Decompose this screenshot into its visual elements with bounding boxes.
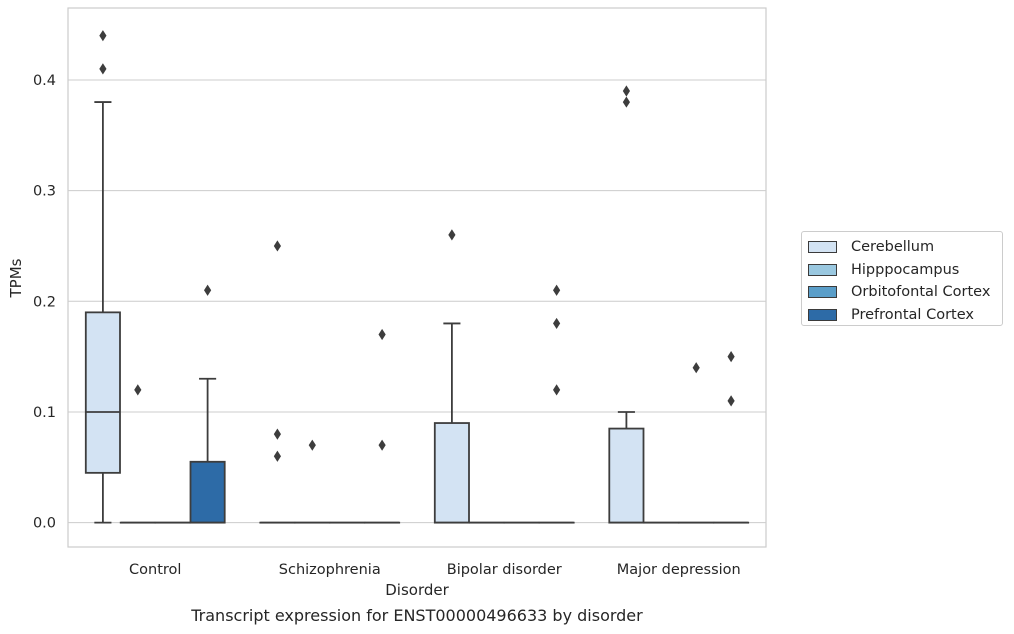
box-series <box>84 30 750 524</box>
outlier-point <box>553 317 561 330</box>
y-tick-label: 0.0 <box>33 516 56 532</box>
y-tick-label: 0.2 <box>33 294 56 310</box>
outlier-point <box>692 362 700 374</box>
legend-label: Orbitofontal Cortex <box>851 284 991 301</box>
y-tick-label: 0.4 <box>33 73 56 89</box>
figure-caption: Transcript expression for ENST0000049663… <box>191 606 643 625</box>
legend-item-hippocampus: Hipppocampus <box>802 259 1002 282</box>
box <box>433 422 470 524</box>
outlier-point <box>553 284 561 296</box>
y-tick-label: 0.1 <box>33 405 56 421</box>
outlier-point <box>204 284 212 296</box>
x-tick-label: Schizophrenia <box>279 562 381 578</box>
outlier-point <box>622 96 630 108</box>
y-axis-label: TPMs <box>7 258 25 298</box>
outlier-point <box>99 63 107 75</box>
outlier-point <box>99 30 107 42</box>
outlier-point <box>134 384 142 396</box>
outlier-point <box>378 439 386 451</box>
outlier-point <box>273 240 281 252</box>
outlier-point <box>727 351 735 363</box>
outlier-point <box>378 328 386 341</box>
outlier-point <box>727 395 735 407</box>
legend-label: Hipppocampus <box>851 261 960 278</box>
outlier-point <box>553 384 561 396</box>
outlier-point <box>622 85 630 97</box>
outlier-point <box>448 229 456 241</box>
legend-item-prefrontal: Prefrontal Cortex <box>802 304 1002 327</box>
plot-area <box>67 7 767 548</box>
box <box>189 460 226 524</box>
legend-item-orbitofrontal: Orbitofontal Cortex <box>802 281 1002 304</box>
x-tick-label: Bipolar disorder <box>447 562 562 578</box>
box <box>608 427 645 524</box>
x-tick-labels: Control Schizophrenia Bipolar disorder Majo… <box>129 562 741 578</box>
legend-swatch <box>808 308 837 321</box>
x-tick-label: Control <box>129 562 181 578</box>
x-tick-label: Major depression <box>617 562 741 578</box>
y-tick-labels: 0.0 0.1 0.2 0.3 0.4 <box>33 73 56 532</box>
legend: Cerebellum Hipppocampus Orbitofontal Cor… <box>801 231 1003 326</box>
legend-swatch <box>808 286 837 299</box>
y-tick-label: 0.3 <box>33 184 56 200</box>
legend-label: Cerebellum <box>851 239 935 256</box>
legend-swatch <box>808 263 837 276</box>
outlier-point <box>273 428 281 440</box>
legend-label: Prefrontal Cortex <box>851 306 974 323</box>
outlier-point <box>308 439 316 451</box>
outlier-point <box>273 450 281 462</box>
legend-swatch <box>808 241 837 254</box>
box <box>84 311 121 474</box>
x-axis-label: Disorder <box>385 581 449 599</box>
legend-item-cerebellum: Cerebellum <box>802 236 1002 259</box>
